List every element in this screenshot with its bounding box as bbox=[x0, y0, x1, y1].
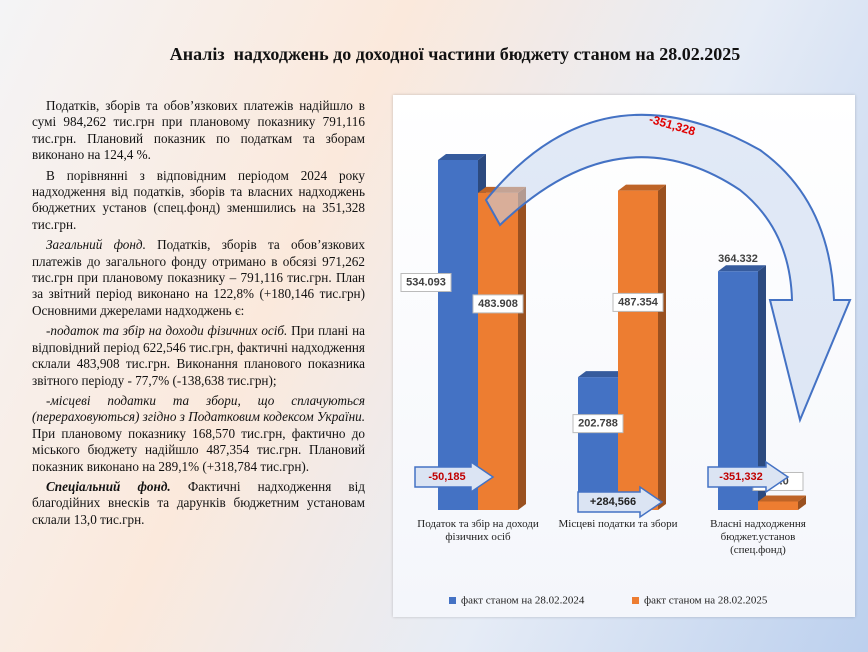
legend-swatch bbox=[449, 597, 456, 604]
paragraph-text: При плановому показнику 168,570 тис.грн,… bbox=[32, 425, 365, 474]
paragraph-lead: Загальний фонд. bbox=[46, 237, 146, 253]
paragraph-text: При плані на відповідний період 622,546 … bbox=[32, 323, 365, 388]
value-label: 364.332 bbox=[718, 253, 758, 265]
value-label: 487.354 bbox=[618, 296, 659, 308]
paragraph-text: Податків, зборів та обов’язкових платежі… bbox=[32, 98, 365, 163]
legend-swatch bbox=[632, 597, 639, 604]
paragraph: Загальний фонд. Податків, зборів та обов… bbox=[32, 237, 365, 319]
paragraph: -місцеві податки та збори, що сплачуютьс… bbox=[32, 393, 365, 475]
paragraph-lead: Спеціальний фонд. bbox=[46, 478, 171, 494]
value-label-box bbox=[400, 273, 452, 292]
annotation: +284,566 bbox=[590, 496, 636, 508]
paragraph: Спеціальний фонд. Фактичні надходження в… bbox=[32, 479, 365, 528]
category-label: Податок та збір на доходи фізичних осіб bbox=[417, 518, 539, 543]
paragraph-text: В порівнянні з відповідним періодом 2024… bbox=[32, 167, 365, 232]
annotation-arrow bbox=[414, 460, 495, 494]
bar bbox=[478, 192, 518, 510]
annotation: -351,332 bbox=[719, 471, 762, 483]
paragraph-lead: -податок та збір на доходи фізичних осіб… bbox=[46, 323, 288, 339]
paragraph-text: Податків, зборів та обов’язкових платежі… bbox=[32, 237, 365, 318]
paragraph: Податків, зборів та обов’язкових платежі… bbox=[32, 98, 365, 164]
page-title: Аналіз надходжень до доходної частини бю… bbox=[169, 44, 741, 64]
value-label-box bbox=[572, 414, 624, 434]
value-label: 483.908 bbox=[478, 298, 518, 310]
bar-top bbox=[618, 184, 666, 191]
annotation-arrow bbox=[577, 485, 664, 519]
value-label: 534.093 bbox=[406, 276, 446, 288]
annotation-arrow bbox=[707, 460, 790, 494]
legend-label: факт станом на 28.02.2025 bbox=[644, 595, 768, 607]
legend-label: факт станом на 28.02.2024 bbox=[461, 595, 585, 607]
curved-arrow bbox=[484, 113, 852, 424]
category-label: Місцеві податки та збори bbox=[558, 518, 678, 530]
bar-side bbox=[658, 184, 666, 510]
paragraph-text: Фактичні надходження від благодійних вне… bbox=[32, 478, 365, 527]
value-label: 202.788 bbox=[578, 418, 618, 430]
bar-top bbox=[578, 371, 626, 378]
bar-side bbox=[798, 495, 806, 510]
value-label-box bbox=[472, 294, 524, 314]
bar-side bbox=[518, 186, 526, 510]
bar-top bbox=[718, 265, 766, 272]
bar bbox=[618, 190, 658, 510]
bar bbox=[578, 377, 618, 510]
annotation: -50,185 bbox=[428, 471, 465, 483]
bar-top bbox=[758, 495, 806, 502]
bar bbox=[758, 501, 798, 510]
bar-side bbox=[758, 265, 766, 510]
paragraph: -податок та збір на доходи фізичних осіб… bbox=[32, 323, 365, 389]
bar bbox=[438, 160, 478, 510]
value-label-box bbox=[612, 292, 664, 312]
category-label: Власні надходження бюджет.установ (спец.… bbox=[710, 518, 806, 556]
bar-top bbox=[438, 154, 486, 160]
text-column: Податків, зборів та обов’язкових платежі… bbox=[32, 98, 365, 532]
paragraph: В порівнянні з відповідним періодом 2024… bbox=[32, 168, 365, 234]
paragraph-lead: -місцеві податки та збори, що сплачуютьс… bbox=[32, 392, 365, 425]
